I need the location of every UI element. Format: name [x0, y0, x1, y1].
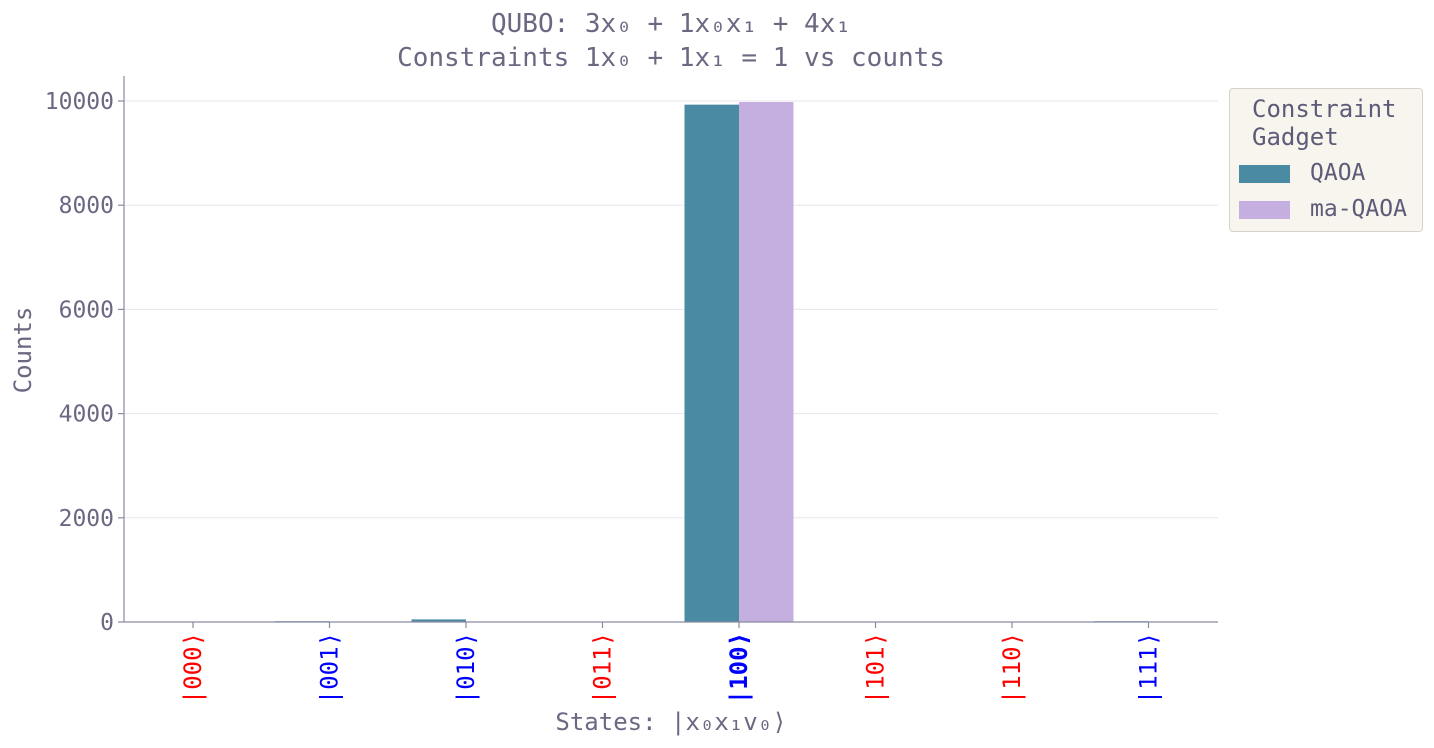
x-tick-label: |001⟩: [316, 632, 344, 704]
x-tick-label: |110⟩: [998, 632, 1026, 704]
x-axis-label: States: |x₀x₁v₀⟩: [555, 708, 786, 736]
y-tick-label: 8000: [59, 193, 114, 219]
y-tick-label: 6000: [59, 297, 114, 323]
bar-qaoa-2: [411, 619, 466, 622]
axes: [123, 76, 1218, 623]
y-tick-label: 2000: [59, 506, 114, 532]
y-tick-label: 4000: [59, 402, 114, 428]
x-tick-label: |111⟩: [1135, 632, 1163, 704]
legend-swatch-ma-qaoa: [1239, 201, 1290, 219]
y-tick-label: 0: [100, 610, 114, 636]
x-tick-label: |101⟩: [862, 632, 890, 704]
bar-ma-qaoa-4: [739, 102, 794, 622]
x-tick-label: |000⟩: [179, 632, 207, 704]
x-ticks: |000⟩ |001⟩ |010⟩ |011⟩ |100⟩ |101⟩ |110⟩ |111⟩: [179, 622, 1163, 704]
y-tick-label: 10000: [45, 89, 114, 115]
legend-title: Constraint Gadget: [1252, 95, 1397, 151]
legend: Constraint Gadget QAOA ma-QAOA: [1229, 88, 1423, 232]
legend-label-qaoa: QAOA: [1310, 160, 1366, 186]
y-ticks: 0 2000 4000 6000 8000 10000: [45, 89, 124, 636]
gridlines: [124, 100, 1218, 519]
chart-title-line2: Constraints 1x₀ + 1x₁ = 1 vs counts: [397, 43, 945, 73]
legend-swatch-qaoa: [1239, 165, 1290, 183]
x-tick-label: |010⟩: [452, 632, 480, 704]
x-tick-label: |100⟩: [725, 632, 753, 704]
chart-title-line1: QUBO: 3x₀ + 1x₀x₁ + 4x₁: [491, 9, 851, 39]
legend-label-ma-qaoa: ma-QAOA: [1310, 196, 1407, 222]
y-axis-label: Counts: [9, 307, 37, 394]
bars: [275, 102, 1149, 622]
bar-qaoa-4: [684, 104, 739, 622]
x-tick-label: |011⟩: [589, 632, 617, 704]
